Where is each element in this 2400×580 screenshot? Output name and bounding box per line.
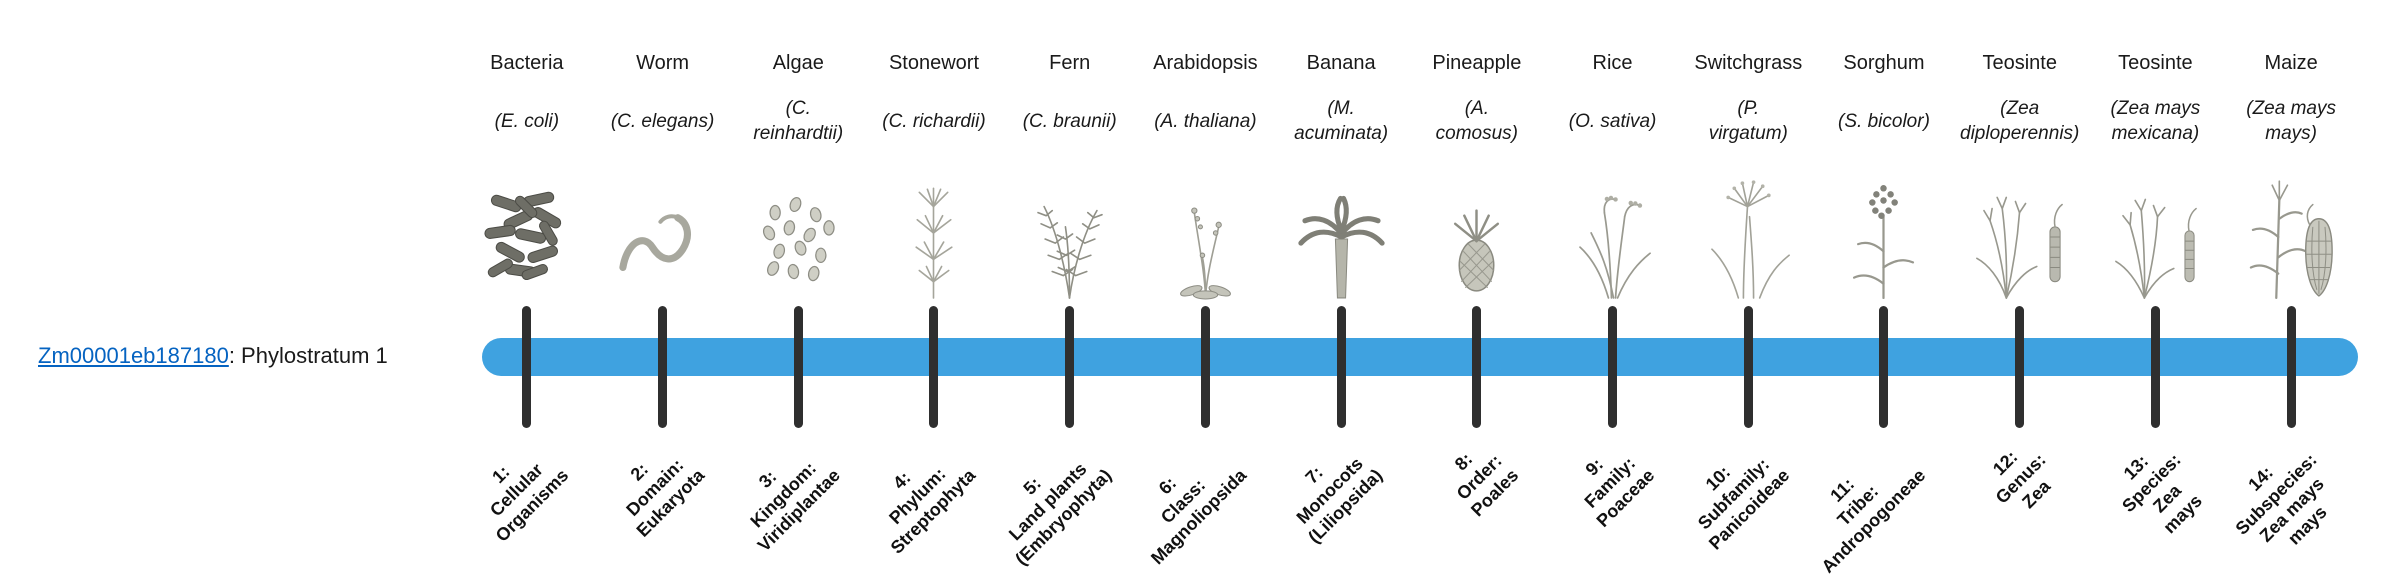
organism-scientific-name: (A. thaliana) [1154, 110, 1257, 132]
organism-common-name: Maize [2264, 52, 2318, 74]
organism-common-name: Worm [636, 52, 690, 74]
timeline-tick [793, 306, 803, 428]
organism-column: Pineapple (A. comosus) 8: Order: Poales [1409, 0, 1545, 580]
organism-scientific-name: (Zea mays mexicana) [2110, 98, 2201, 144]
phylostratum-label: 4: Phylum: Streptophyta [885, 463, 980, 558]
timeline-tick [1065, 306, 1075, 428]
organism-column: Teosinte (Zea diploperennis) 12: Genus: Zea [1952, 0, 2088, 580]
organism-column: Arabidopsis (A. thaliana) 6: Class: Magnolio… [1138, 0, 1274, 580]
organism-common-name: Algae [772, 52, 824, 74]
sorghum-icon [1816, 160, 1952, 302]
phylostratum-label: 9: Family: Poaceae [1579, 453, 1658, 531]
organism-column: Maize (Zea mays mays) 14: Subspecies: Zea may… [2223, 0, 2359, 580]
organism-column: Teosinte (Zea mays mexicana) 13: Species: Zea… [2088, 0, 2224, 580]
organism-scientific-name: (Zea diploperennis) [1960, 98, 2080, 144]
organism-column: Switchgrass (P. virgatum) 10: Subfamily: Pani… [1680, 0, 1816, 580]
organism-common-name: Banana [1306, 52, 1376, 74]
organism-scientific-name: (C. braunii) [1022, 110, 1117, 132]
phylostratum-label: 6: Class: Magnoliopsida [1147, 465, 1251, 569]
organism-scientific-name: (P. virgatum) [1708, 98, 1788, 144]
organism-common-name: Stonewort [888, 52, 980, 74]
organism-scientific-name: (Zea mays mays) [2246, 98, 2336, 144]
timeline-tick [1336, 306, 1346, 428]
phylostratum-label: 13: Species: Zea mays [2118, 449, 2207, 538]
phylostratum-label: 12: Genus: Zea [1988, 446, 2054, 513]
organism-scientific-name: (C. richardii) [882, 110, 986, 132]
maize-icon [2223, 160, 2359, 302]
organism-column: Bacteria (E. coli) 1: Cellular Organisms [459, 0, 595, 580]
organism-common-name: Arabidopsis [1153, 52, 1258, 74]
organism-columns: Bacteria (E. coli) 1: Cellular Organisms Worm… [459, 0, 2359, 580]
arabidopsis-icon [1138, 160, 1274, 302]
organism-column: Banana (M. acuminata) 7: Monocots (Liliopsida… [1273, 0, 1409, 580]
organism-column: Sorghum (S. bicolor) 11: Tribe: Andropogonea… [1816, 0, 1952, 580]
timeline-tick [522, 306, 532, 428]
organism-scientific-name: (A. comosus) [1435, 98, 1519, 144]
timeline-tick [1200, 306, 1210, 428]
organism-column: Stonewort (C. richardii) 4: Phylum: Streptop… [866, 0, 1002, 580]
stonewort-icon [866, 160, 1002, 302]
gene-label-suffix: : Phylostratum 1 [228, 343, 388, 368]
phylostratum-label: 1: Cellular Organisms [485, 459, 573, 546]
banana-plant-icon [1273, 160, 1409, 302]
timeline-tick [2150, 306, 2160, 428]
phylostratum-label: 3: Kingdom: Viridiplantae [746, 457, 844, 556]
phylostratum-label: 14: Subspecies: Zea mays mays [2231, 449, 2331, 549]
phylostratum-label: 7: Monocots (Liliopsida) [1292, 453, 1387, 548]
phylostratum-label: 10: Subfamily: Panicoideae [1694, 454, 1794, 554]
gene-label: Zm00001eb187180: Phylostratum 1 [38, 343, 388, 369]
organism-scientific-name: (O. sativa) [1568, 110, 1657, 132]
timeline-tick [1472, 306, 1482, 428]
timeline-tick [1743, 306, 1753, 428]
teosinte-mexicana-icon [2088, 160, 2224, 302]
bacteria-icon [459, 160, 595, 302]
organism-scientific-name: (C. reinhardtii) [753, 98, 844, 144]
organism-column: Rice (O. sativa) 9: Family: Poaceae [1545, 0, 1681, 580]
pineapple-icon [1409, 160, 1545, 302]
timeline-tick [1608, 306, 1618, 428]
organism-common-name: Bacteria [490, 52, 564, 74]
organism-common-name: Teosinte [2118, 52, 2193, 74]
organism-common-name: Switchgrass [1694, 52, 1803, 74]
organism-scientific-name: (M. acuminata) [1294, 98, 1389, 144]
organism-common-name: Teosinte [1982, 52, 2057, 74]
phylostratum-label: 2: Domain: Eukaryota [621, 454, 708, 541]
algae-icon [730, 160, 866, 302]
timeline-tick [2286, 306, 2296, 428]
organism-scientific-name: (E. coli) [494, 110, 560, 132]
timeline-tick [1879, 306, 1889, 428]
organism-common-name: Sorghum [1843, 52, 1925, 74]
switchgrass-icon [1680, 160, 1816, 302]
worm-icon [595, 160, 731, 302]
organism-common-name: Pineapple [1432, 52, 1522, 74]
organism-column: Worm (C. elegans) 2: Domain: Eukaryota [595, 0, 731, 580]
timeline-tick [929, 306, 939, 428]
organism-scientific-name: (S. bicolor) [1838, 110, 1930, 132]
organism-column: Fern (C. braunii) 5: Land plants (Embryophyt… [1002, 0, 1138, 580]
fern-icon [1002, 160, 1138, 302]
rice-plant-icon [1545, 160, 1681, 302]
timeline-tick [2015, 306, 2025, 428]
teosinte-diploperennis-icon [1952, 160, 2088, 302]
organism-column: Algae (C. reinhardtii) 3: Kingdom: Viridiplan… [730, 0, 866, 580]
phylostratum-label: 8: Order: Poales [1450, 448, 1523, 521]
organism-common-name: Fern [1049, 52, 1091, 74]
gene-id-link[interactable]: Zm00001eb187180 [38, 343, 229, 368]
timeline-tick [658, 306, 668, 428]
organism-common-name: Rice [1592, 52, 1633, 74]
organism-scientific-name: (C. elegans) [610, 110, 715, 132]
